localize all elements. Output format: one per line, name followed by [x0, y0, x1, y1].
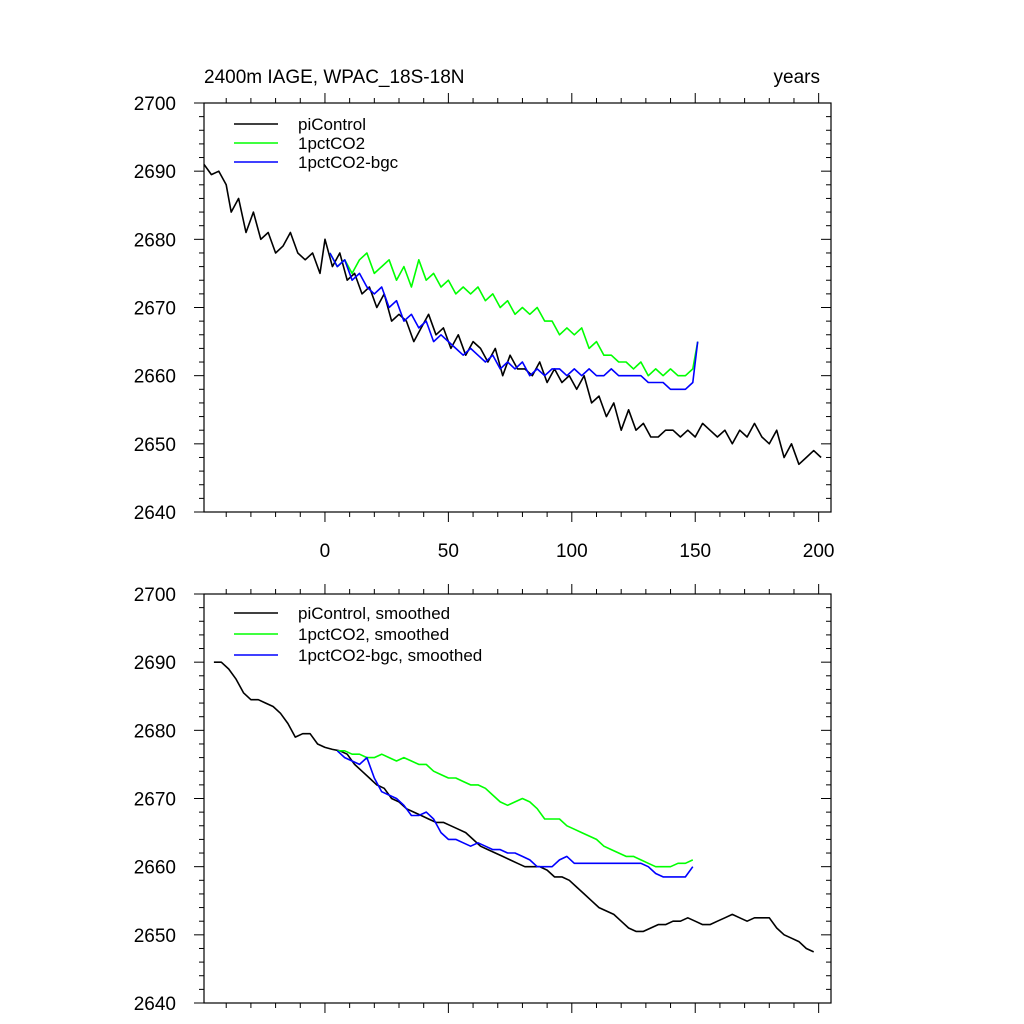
series-line-1 — [203, 163, 822, 466]
y-tick-label: 2690 — [134, 162, 176, 183]
y-tick-label: 2680 — [134, 230, 176, 251]
y-tick-label: 2670 — [134, 790, 176, 811]
legend-label: piControl, smoothed — [298, 604, 450, 623]
y-tick-label: 2700 — [134, 585, 176, 606]
y-tick-label: 2690 — [134, 653, 176, 674]
y-tick-label: 2700 — [134, 94, 176, 115]
x-tick-label: 50 — [438, 541, 459, 562]
top-panel: 2640 2650 2660 2670 2680 2690 2700 0 50 100 150 200… — [134, 93, 835, 562]
legend-label: 1pctCO2-bgc — [298, 153, 399, 172]
y-tick-label: 2660 — [134, 858, 176, 879]
legend-label: 1pctCO2, smoothed — [298, 625, 449, 644]
bottom-panel: 2640 2650 2660 2670 2680 2690 2700 piControl, s… — [134, 584, 832, 1015]
series-line-3 — [336, 750, 694, 878]
legend-label: piControl — [298, 115, 366, 134]
series-line-1 — [213, 661, 815, 953]
y-tick-label: 2650 — [134, 926, 176, 947]
x-tick-label: 0 — [320, 541, 331, 562]
y-tick-label: 2640 — [134, 503, 176, 524]
y-tick-label: 2670 — [134, 299, 176, 320]
chart-title-left: 2400m IAGE, WPAC_18S-18N — [204, 67, 464, 88]
x-tick-label: 200 — [803, 541, 835, 562]
y-tick-label: 2680 — [134, 721, 176, 742]
series-line-2 — [329, 252, 699, 377]
legend-label: 1pctCO2-bgc, smoothed — [298, 646, 482, 665]
y-tick-label: 2650 — [134, 435, 176, 456]
y-tick-label: 2640 — [134, 994, 176, 1015]
chart-title-right: years — [774, 67, 820, 88]
x-tick-label: 100 — [556, 541, 588, 562]
x-tick-label: 150 — [679, 541, 711, 562]
y-tick-label: 2660 — [134, 367, 176, 388]
series-line-2 — [337, 749, 694, 868]
series-line-3 — [329, 252, 699, 391]
legend-label: 1pctCO2 — [298, 134, 365, 153]
